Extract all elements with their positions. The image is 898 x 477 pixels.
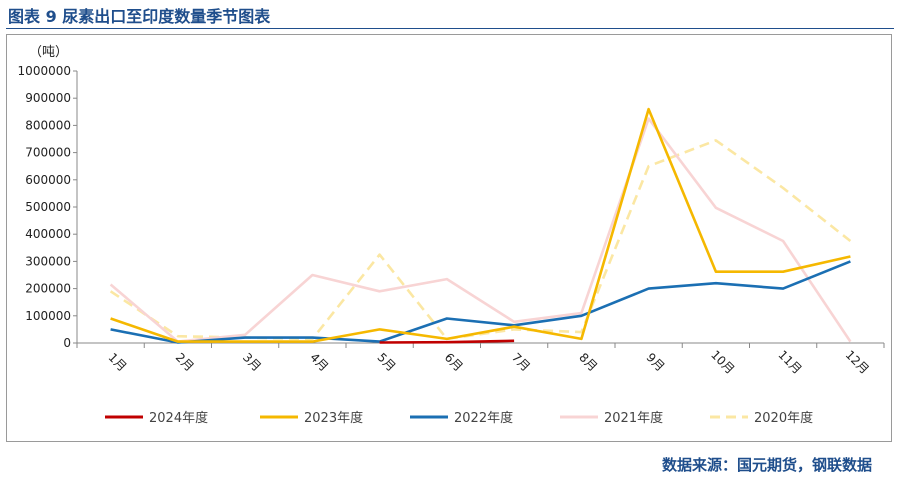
- legend-label: 2022年度: [454, 410, 513, 426]
- figure-title: 图表 9 尿素出口至印度数量季节图表: [8, 7, 271, 26]
- data-source: 数据来源：国元期货，钢联数据: [661, 456, 872, 474]
- y-tick-label: 100000: [25, 309, 71, 323]
- series-line-2020年度: [109, 139, 852, 341]
- x-tick-label: 3月: [240, 350, 264, 374]
- legend-label: 2024年度: [149, 410, 208, 426]
- title-divider: [6, 28, 894, 29]
- x-tick-label: 4月: [307, 350, 331, 374]
- x-tick-label: 8月: [576, 350, 600, 374]
- x-tick-label: 1月: [106, 350, 130, 374]
- y-axis-unit-label: （吨）: [29, 45, 68, 60]
- line-chart: （吨） 0 100000 200000 300000 400000 500000 600000…: [18, 45, 885, 426]
- y-tick-label: 600000: [25, 173, 71, 187]
- series-line-2021年度: [109, 117, 852, 343]
- y-tick-label: 200000: [25, 282, 71, 296]
- x-tick-label: 9月: [644, 350, 668, 374]
- y-tick-label: 400000: [25, 227, 71, 241]
- x-tick-label: 11月: [775, 348, 804, 377]
- x-tick-label: 7月: [509, 350, 533, 374]
- y-tick-label: 300000: [25, 254, 71, 268]
- y-tick-label: 900000: [25, 91, 71, 105]
- y-tick-label: 800000: [25, 118, 71, 132]
- x-tick-label: 6月: [442, 350, 466, 374]
- chart-frame: （吨） 0 100000 200000 300000 400000 500000 600000…: [6, 34, 892, 442]
- x-tick-label: 12月: [843, 348, 872, 377]
- x-tick-label: 2月: [173, 350, 197, 374]
- y-tick-label: 500000: [25, 200, 71, 214]
- legend-label: 2020年度: [754, 410, 813, 426]
- series-line-2022年度: [110, 260, 851, 344]
- y-tick-label: 0: [63, 336, 71, 350]
- legend-label: 2021年度: [604, 410, 663, 426]
- series-line-2024年度: [379, 339, 515, 344]
- x-tick-label: 5月: [375, 350, 399, 374]
- legend-label: 2023年度: [304, 410, 363, 426]
- x-tick-label: 10月: [708, 348, 737, 377]
- y-tick-label: 700000: [25, 146, 71, 160]
- series-line-2023年度: [110, 107, 851, 343]
- y-tick-label: 1000000: [18, 64, 71, 78]
